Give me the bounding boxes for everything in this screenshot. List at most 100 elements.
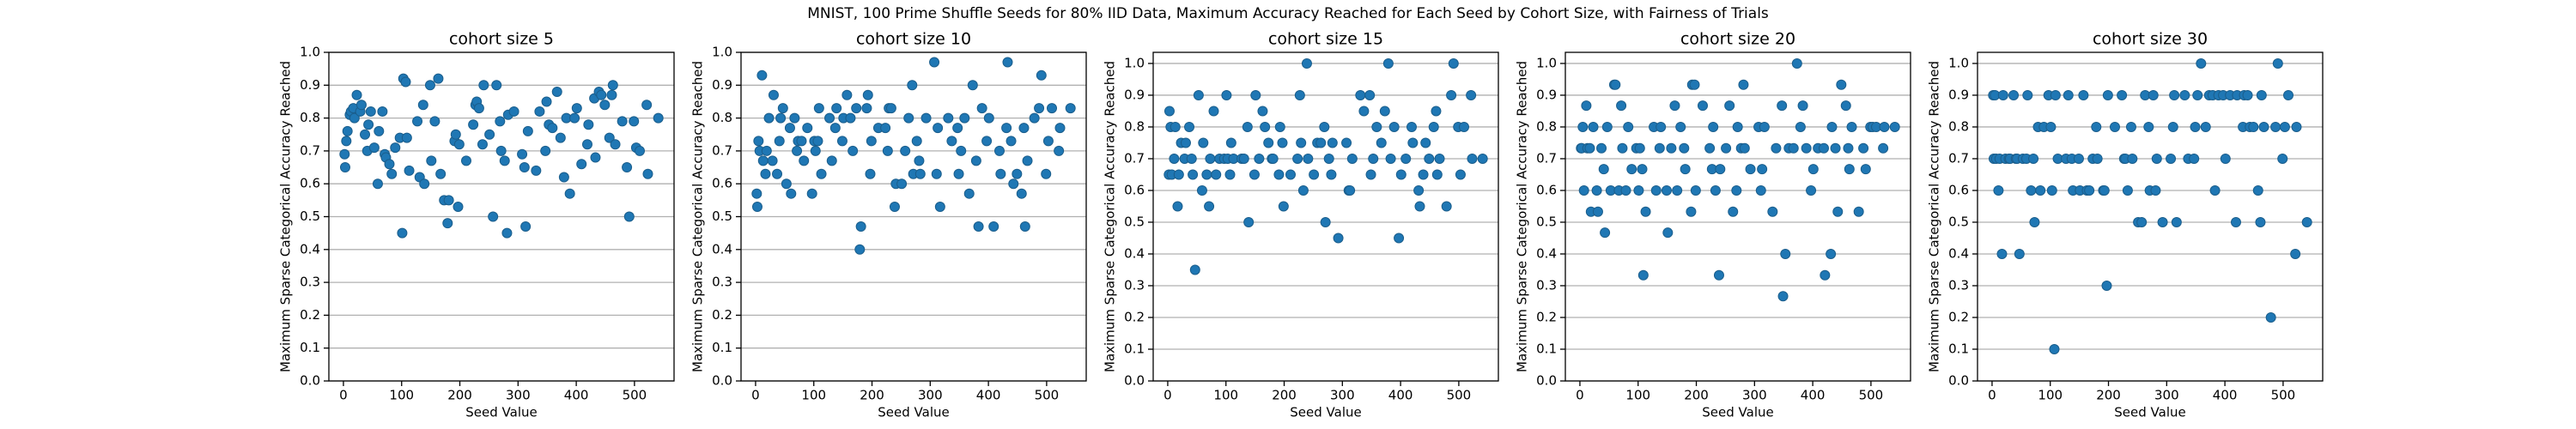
point <box>1169 153 1180 164</box>
y-tick-label: 0.6 <box>1536 182 1557 197</box>
point <box>756 69 768 81</box>
point <box>2171 216 2182 227</box>
point <box>2283 89 2294 100</box>
point <box>2167 121 2178 132</box>
point <box>1301 57 1312 69</box>
point <box>2122 184 2133 196</box>
point <box>1001 123 1012 134</box>
point <box>2125 121 2136 132</box>
point <box>1669 100 1680 112</box>
point <box>946 136 957 147</box>
point <box>1889 121 1900 132</box>
point <box>920 112 932 124</box>
point <box>1477 153 1488 164</box>
y-tick-label: 0.6 <box>300 176 320 191</box>
point <box>2242 89 2253 100</box>
point <box>581 139 592 150</box>
y-tick-label: 0.5 <box>1124 214 1145 229</box>
y-axis-label: Maximum Sparse Categorical Accuracy Reac… <box>1103 61 1118 372</box>
y-tick-label: 0.1 <box>712 340 732 355</box>
point <box>1610 79 1621 90</box>
point <box>604 132 615 143</box>
point <box>1853 206 1864 217</box>
y-tick-label: 0.0 <box>1536 373 1557 389</box>
point <box>1163 106 1175 117</box>
x-tick-label: 300 <box>918 388 943 403</box>
subplot: cohort size 10 0.0 0.1 0.2 0.3 0.4 0.5 0.6 0.7 0.… <box>690 30 1087 420</box>
point <box>1661 184 1672 196</box>
point <box>1640 206 1651 217</box>
x-axis-label: Seed Value <box>2114 405 2185 420</box>
point <box>967 80 978 91</box>
point <box>520 221 532 232</box>
point <box>453 202 464 213</box>
x-tick-label: 0 <box>1988 388 1996 403</box>
y-tick-label: 0.9 <box>1536 87 1557 102</box>
point <box>914 155 925 166</box>
point <box>1656 121 1667 132</box>
point <box>2045 121 2057 132</box>
point <box>2028 153 2039 164</box>
point <box>993 145 1005 156</box>
point <box>477 139 488 150</box>
point <box>882 145 893 156</box>
point <box>1739 142 1750 154</box>
point <box>1323 153 1334 164</box>
subplot: cohort size 15 0.0 0.1 0.2 0.3 0.4 0.5 0.6 0.7 0.… <box>1103 30 1499 420</box>
point <box>812 136 823 147</box>
point <box>412 116 423 127</box>
y-tick-label: 0.5 <box>1948 214 1969 229</box>
point <box>1620 184 1631 196</box>
x-tick-label: 300 <box>1742 388 1767 403</box>
point <box>824 112 835 124</box>
point <box>401 132 412 143</box>
subplot-title: cohort size 15 <box>1268 30 1383 49</box>
point <box>1320 216 1331 227</box>
point <box>1689 79 1700 90</box>
point <box>1054 123 1066 134</box>
point <box>862 89 873 100</box>
point <box>2022 89 2033 100</box>
point <box>1346 153 1358 164</box>
point <box>426 155 437 166</box>
point <box>2258 121 2269 132</box>
point <box>1690 184 1701 196</box>
point <box>1844 164 1855 175</box>
point <box>1388 121 1400 132</box>
point <box>903 112 914 124</box>
point <box>854 244 866 255</box>
point <box>953 168 964 179</box>
y-tick-label: 0.4 <box>1948 245 1969 261</box>
point <box>848 145 859 156</box>
point <box>419 178 430 190</box>
x-tick-label: 400 <box>564 388 589 403</box>
point <box>1728 206 1739 217</box>
point <box>1400 153 1412 164</box>
point <box>772 168 783 179</box>
point <box>1715 164 1726 175</box>
point <box>2109 121 2120 132</box>
point <box>767 155 778 166</box>
x-tick-label: 400 <box>2213 388 2238 403</box>
point <box>1243 216 1255 227</box>
point <box>1654 142 1665 154</box>
point <box>1675 121 1686 132</box>
point <box>784 123 795 134</box>
point <box>1780 248 1791 259</box>
y-tick-label: 0.9 <box>300 77 320 93</box>
point <box>1997 89 2008 100</box>
x-tick-label: 300 <box>2154 388 2179 403</box>
y-tick-label: 0.9 <box>1124 87 1145 102</box>
point <box>1424 153 1435 164</box>
point <box>571 103 582 114</box>
point <box>1189 264 1200 275</box>
point <box>1019 221 1030 232</box>
point <box>1578 184 1589 196</box>
point <box>442 218 453 229</box>
y-axis-label: Maximum Sparse Categorical Accuracy Reac… <box>278 61 294 372</box>
point <box>976 103 987 114</box>
point <box>816 168 827 179</box>
point <box>596 89 607 100</box>
point <box>810 145 821 156</box>
point <box>880 123 891 134</box>
